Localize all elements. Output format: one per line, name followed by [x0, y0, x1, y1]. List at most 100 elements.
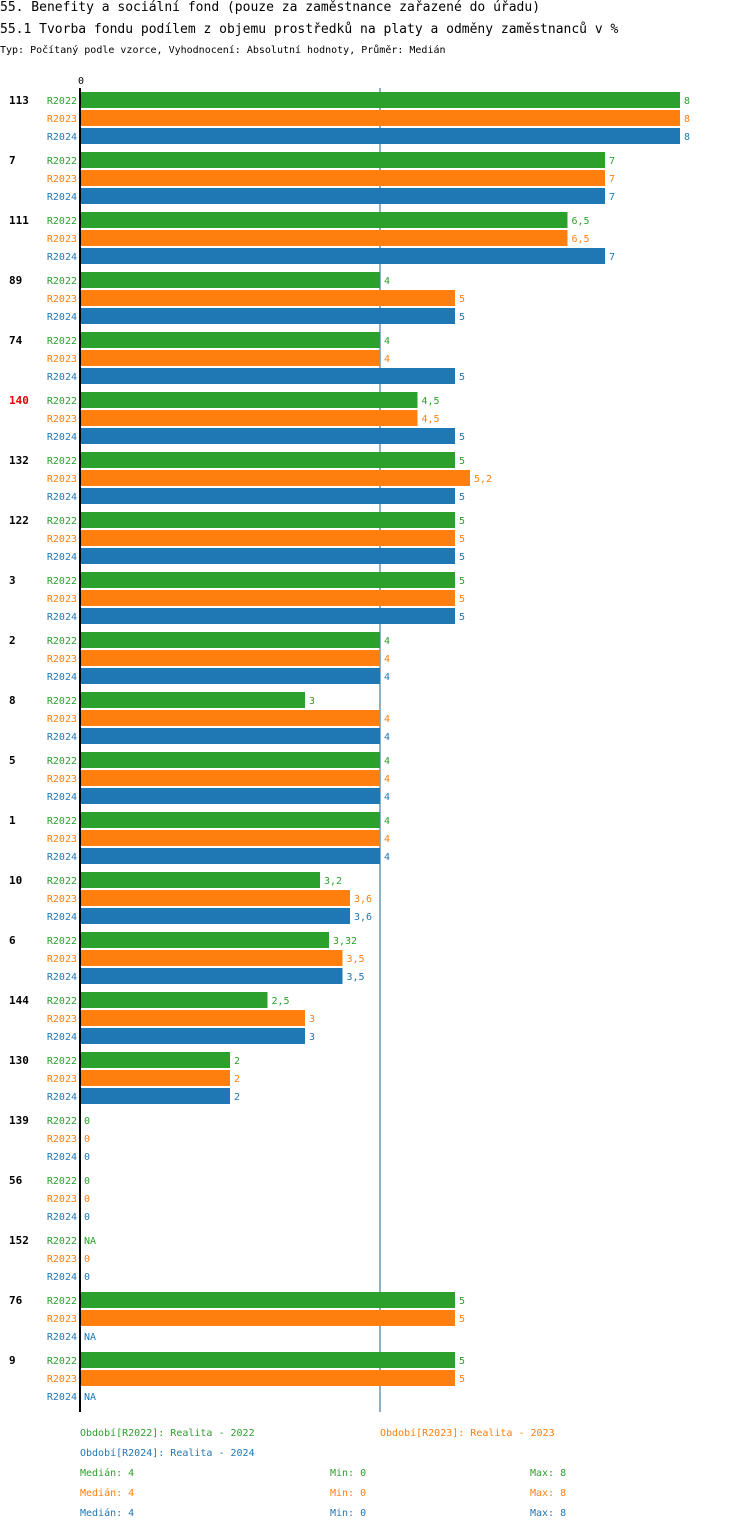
value-label-6-r2024: 3,5: [347, 972, 365, 983]
series-label-140-r2023: R2023: [47, 414, 77, 425]
bar-10-r2023: [80, 890, 350, 906]
bar-6-r2024: [80, 968, 343, 984]
series-label-56-r2024: R2024: [47, 1212, 77, 1223]
value-label-122-r2024: 5: [459, 552, 465, 563]
bar-89-r2023: [80, 290, 455, 306]
stat-median-r2022: Medián: 4: [80, 1468, 135, 1479]
legend-period-r2024: Období[R2024]: Realita - 2024: [80, 1448, 255, 1459]
bar-5-r2022: [80, 752, 380, 768]
series-label-1-r2024: R2024: [47, 852, 77, 863]
value-label-3-r2022: 5: [459, 576, 465, 587]
series-label-122-r2023: R2023: [47, 534, 77, 545]
value-label-5-r2024: 4: [384, 792, 390, 803]
bar-3-r2024: [80, 608, 455, 624]
group-label-10: 10: [9, 874, 22, 887]
series-label-139-r2024: R2024: [47, 1152, 77, 1163]
group-label-74: 74: [9, 334, 23, 347]
series-label-10-r2023: R2023: [47, 894, 77, 905]
bar-2-r2022: [80, 632, 380, 648]
value-label-1-r2023: 4: [384, 834, 390, 845]
series-label-5-r2023: R2023: [47, 774, 77, 785]
value-label-113-r2022: 8: [684, 96, 690, 107]
bar-2-r2024: [80, 668, 380, 684]
value-label-2-r2024: 4: [384, 672, 390, 683]
series-label-139-r2022: R2022: [47, 1116, 77, 1127]
series-label-132-r2024: R2024: [47, 492, 77, 503]
value-label-8-r2022: 3: [309, 696, 315, 707]
bar-111-r2022: [80, 212, 568, 228]
stat-min-r2024: Min: 0: [330, 1508, 367, 1519]
series-label-144-r2024: R2024: [47, 1032, 77, 1043]
bar-113-r2023: [80, 110, 680, 126]
bar-10-r2022: [80, 872, 320, 888]
series-label-130-r2023: R2023: [47, 1074, 77, 1085]
series-label-76-r2022: R2022: [47, 1296, 77, 1307]
group-label-130: 130: [9, 1054, 29, 1067]
value-label-3-r2024: 5: [459, 612, 465, 623]
group-label-122: 122: [9, 514, 29, 527]
series-label-5-r2024: R2024: [47, 792, 77, 803]
value-label-122-r2023: 5: [459, 534, 465, 545]
stat-median-r2024: Medián: 4: [80, 1508, 135, 1519]
bar-76-r2023: [80, 1310, 455, 1326]
value-label-8-r2023: 4: [384, 714, 390, 725]
group-label-144: 144: [9, 994, 29, 1007]
series-label-113-r2022: R2022: [47, 96, 77, 107]
value-label-132-r2024: 5: [459, 492, 465, 503]
value-label-132-r2022: 5: [459, 456, 465, 467]
bar-74-r2024: [80, 368, 455, 384]
series-label-89-r2022: R2022: [47, 276, 77, 287]
group-label-56: 56: [9, 1174, 23, 1187]
series-label-8-r2024: R2024: [47, 732, 77, 743]
series-label-6-r2023: R2023: [47, 954, 77, 965]
series-label-7-r2023: R2023: [47, 174, 77, 185]
value-label-1-r2022: 4: [384, 816, 390, 827]
chart-subtitle-question: 55.1 Tvorba fondu podílem z objemu prost…: [0, 22, 619, 37]
value-label-2-r2022: 4: [384, 636, 390, 647]
value-label-9-r2022: 5: [459, 1356, 465, 1367]
legend-period-r2023: Období[R2023]: Realita - 2023: [380, 1428, 555, 1439]
value-label-130-r2023: 2: [234, 1074, 240, 1085]
group-label-89: 89: [9, 274, 22, 287]
bar-140-r2024: [80, 428, 455, 444]
group-label-3: 3: [9, 574, 16, 587]
group-label-6: 6: [9, 934, 16, 947]
value-label-10-r2024: 3,6: [354, 912, 372, 923]
value-label-56-r2024: 0: [84, 1212, 90, 1223]
bar-130-r2022: [80, 1052, 230, 1068]
group-label-139: 139: [9, 1114, 29, 1127]
value-label-152-r2022: NA: [84, 1236, 96, 1247]
series-label-122-r2024: R2024: [47, 552, 77, 563]
bar-132-r2024: [80, 488, 455, 504]
bar-8-r2024: [80, 728, 380, 744]
series-label-132-r2022: R2022: [47, 456, 77, 467]
bar-130-r2024: [80, 1088, 230, 1104]
group-label-5: 5: [9, 754, 16, 767]
bar-122-r2023: [80, 530, 455, 546]
series-label-56-r2022: R2022: [47, 1176, 77, 1187]
bar-111-r2023: [80, 230, 568, 246]
bar-132-r2023: [80, 470, 470, 486]
value-label-89-r2023: 5: [459, 294, 465, 305]
group-label-8: 8: [9, 694, 16, 707]
value-label-140-r2023: 4,5: [422, 414, 440, 425]
stat-max-r2022: Max: 8: [530, 1468, 567, 1479]
value-label-144-r2022: 2,5: [272, 996, 290, 1007]
stat-max-r2023: Max: 8: [530, 1488, 567, 1499]
group-label-9: 9: [9, 1354, 16, 1367]
series-label-152-r2023: R2023: [47, 1254, 77, 1265]
bar-144-r2023: [80, 1010, 305, 1026]
value-label-144-r2024: 3: [309, 1032, 315, 1043]
group-label-7: 7: [9, 154, 16, 167]
series-label-6-r2022: R2022: [47, 936, 77, 947]
series-label-111-r2023: R2023: [47, 234, 77, 245]
bar-1-r2023: [80, 830, 380, 846]
series-label-89-r2023: R2023: [47, 294, 77, 305]
value-label-76-r2024: NA: [84, 1332, 96, 1343]
series-label-111-r2024: R2024: [47, 252, 77, 263]
group-label-2: 2: [9, 634, 16, 647]
value-label-3-r2023: 5: [459, 594, 465, 605]
series-label-3-r2023: R2023: [47, 594, 77, 605]
value-label-5-r2022: 4: [384, 756, 390, 767]
value-label-7-r2023: 7: [609, 174, 615, 185]
